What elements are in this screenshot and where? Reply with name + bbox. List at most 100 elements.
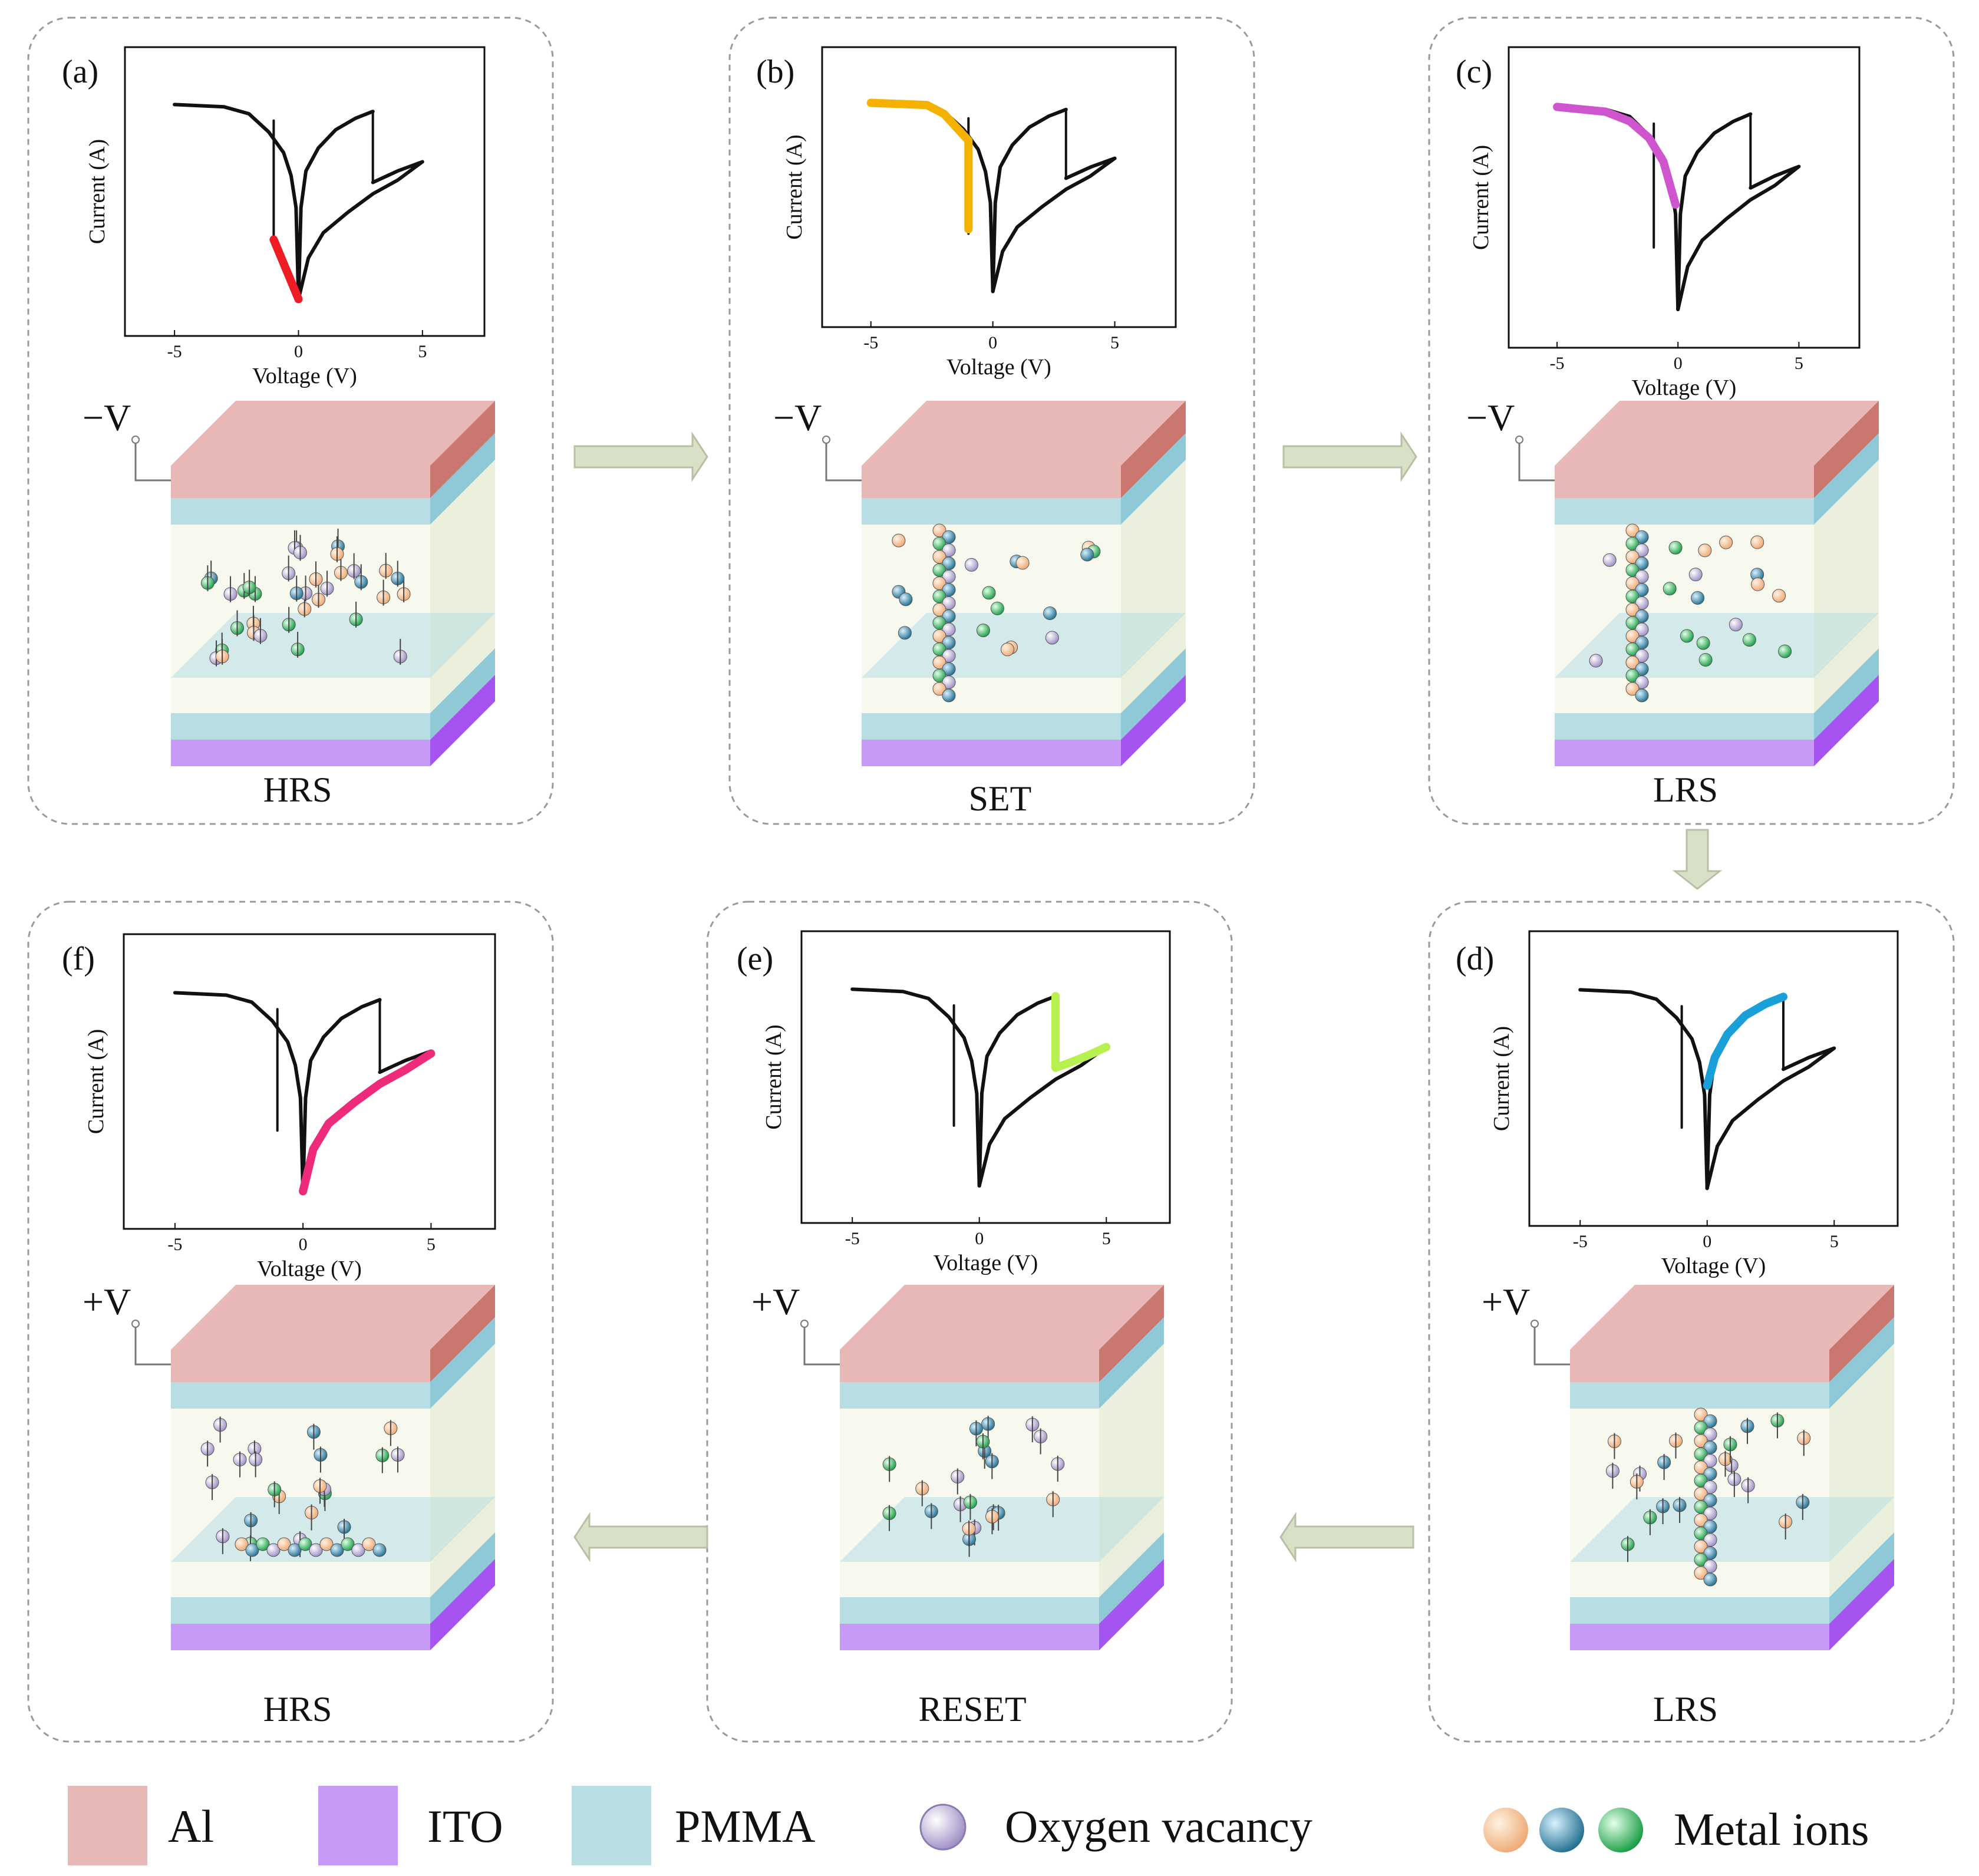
metal-ion-green-icon xyxy=(1680,629,1694,643)
al-layer-front xyxy=(1570,1350,1829,1382)
metal-ion-orange-icon xyxy=(277,1537,291,1551)
metal-ion-teal-icon xyxy=(330,1543,344,1557)
metal-ion-teal-icon xyxy=(1703,1572,1717,1587)
iv-highlight-segment xyxy=(299,1049,436,1196)
ito-layer-side xyxy=(1814,675,1879,766)
pmma-top-layer-side xyxy=(1814,433,1879,525)
panel-c: (c) -5 0 5 Voltage (V) Current (A) −V LRS xyxy=(1456,46,1879,809)
metal-ion-orange-icon xyxy=(1751,577,1765,591)
ito-layer-side xyxy=(1121,675,1186,766)
al-layer-side xyxy=(430,401,495,498)
iv-positive-branch xyxy=(991,107,1068,294)
panel-frame xyxy=(706,901,1233,1743)
iv-negative-branch xyxy=(173,991,305,1193)
pmma-bottom-layer-side xyxy=(1829,1532,1894,1624)
pmma-bottom-layer-front xyxy=(862,713,1121,740)
panel-frame xyxy=(27,901,554,1743)
panel-letter: (f) xyxy=(62,941,95,977)
metal-ion-green-icon xyxy=(1696,636,1710,650)
pmma-sheet xyxy=(840,1497,1164,1562)
metal-ion-orange-icon xyxy=(1694,1566,1708,1580)
al-layer-side xyxy=(1814,401,1879,498)
al-top-face xyxy=(171,401,495,466)
electrode-wire xyxy=(825,442,862,482)
electrode-terminal xyxy=(1515,436,1523,444)
panel-frames xyxy=(27,17,1955,1743)
iv-highlight-segment xyxy=(269,235,303,304)
al-top-face xyxy=(1555,401,1879,466)
ito-layer-side xyxy=(1099,1559,1164,1650)
metal-ion-green-icon xyxy=(341,1537,355,1551)
pmma-bottom-layer-front xyxy=(1555,713,1814,740)
oxygen-vacancy-icon xyxy=(964,558,978,572)
iv-negative-branch xyxy=(173,103,301,301)
legend-al-swatch xyxy=(68,1786,147,1865)
pmma-top-layer-front xyxy=(1570,1382,1829,1409)
metal-ion-green-icon xyxy=(976,624,990,638)
metal-ion-orange-icon xyxy=(1625,682,1640,696)
iv-highlight-segment xyxy=(1703,993,1787,1090)
metal-ion-orange-icon xyxy=(892,533,906,548)
ito-layer-front xyxy=(862,740,1121,766)
x-axis-label: Voltage (V) xyxy=(946,355,1051,380)
iv-hrs-branch xyxy=(296,160,424,301)
x-tick-label: 0 xyxy=(975,1229,984,1248)
metal-ion-green-icon xyxy=(256,1537,270,1551)
al-layer-front xyxy=(840,1350,1099,1382)
iv-hrs-branch xyxy=(991,156,1117,294)
x-tick-label: 0 xyxy=(299,1235,308,1254)
legend-pmma-label: PMMA xyxy=(675,1801,815,1852)
legend-oxygen-vacancy-icon xyxy=(919,1804,967,1851)
iv-negative-branch xyxy=(1578,988,1709,1191)
electrode-terminal xyxy=(131,1320,140,1328)
al-top-face xyxy=(862,401,1186,466)
oxygen-vacancy-icon xyxy=(1688,568,1703,582)
metal-ion-teal-icon xyxy=(898,626,912,640)
pmma-bottom-layer-side xyxy=(1099,1532,1164,1624)
iv-positive-branch xyxy=(977,994,1057,1188)
electrode-wire xyxy=(134,1326,171,1366)
x-tick-label: 0 xyxy=(988,333,997,352)
pmma-top-layer-front xyxy=(171,498,430,525)
state-label: HRS xyxy=(263,1690,332,1729)
x-axis-label: Voltage (V) xyxy=(257,1257,362,1281)
iv-highlight-segment xyxy=(866,98,973,233)
ito-layer-front xyxy=(171,740,430,766)
electrode-terminal xyxy=(131,436,140,444)
al-top-face xyxy=(1570,1285,1894,1350)
x-axis-label: Voltage (V) xyxy=(1632,375,1737,400)
pmma-top-layer-side xyxy=(1121,433,1186,525)
metal-ion-teal-icon xyxy=(1691,591,1705,605)
pmma-bottom-layer-front xyxy=(171,713,430,740)
metal-ion-orange-icon xyxy=(1750,535,1764,549)
bias-label: −V xyxy=(773,397,822,438)
legend-ito-swatch xyxy=(318,1786,398,1865)
pmma-bottom-layer-front xyxy=(840,1597,1099,1624)
x-tick-label: 5 xyxy=(1795,354,1803,373)
metal-ion-teal-icon xyxy=(1043,606,1057,621)
x-tick-label: 0 xyxy=(294,342,303,361)
y-axis-label: Current (A) xyxy=(1489,1026,1514,1131)
metal-ion-green-icon xyxy=(298,1537,312,1551)
metal-ion-teal-icon xyxy=(288,1543,302,1557)
al-layer-side xyxy=(1099,1285,1164,1382)
metal-ion-teal-icon xyxy=(372,1543,387,1557)
ito-layer-side xyxy=(1829,1559,1894,1650)
ito-layer-side xyxy=(430,675,495,766)
al-layer-front xyxy=(171,1350,430,1382)
ito-layer-side xyxy=(430,1559,495,1650)
electrode-terminal xyxy=(800,1320,809,1328)
pmma-top-layer-front xyxy=(840,1382,1099,1409)
y-axis-label: Current (A) xyxy=(761,1024,786,1129)
al-layer-side xyxy=(1829,1285,1894,1382)
metal-ion-teal-icon xyxy=(1635,688,1649,703)
legend-metal-ion-teal-icon xyxy=(1539,1808,1584,1852)
state-label: SET xyxy=(969,779,1032,818)
oxygen-vacancy-icon xyxy=(1589,654,1603,668)
panel-d: (d) -5 0 5 Voltage (V) Current (A) +V LRS xyxy=(1456,930,1899,1729)
arrow-d-to-e xyxy=(1279,1511,1414,1563)
metal-ion-orange-icon xyxy=(932,682,946,696)
metal-ion-orange-icon xyxy=(1772,589,1786,603)
oxygen-vacancy-icon xyxy=(1602,553,1617,567)
panel-e: (e) -5 0 5 Voltage (V) Current (A) +V RESET xyxy=(737,930,1171,1729)
